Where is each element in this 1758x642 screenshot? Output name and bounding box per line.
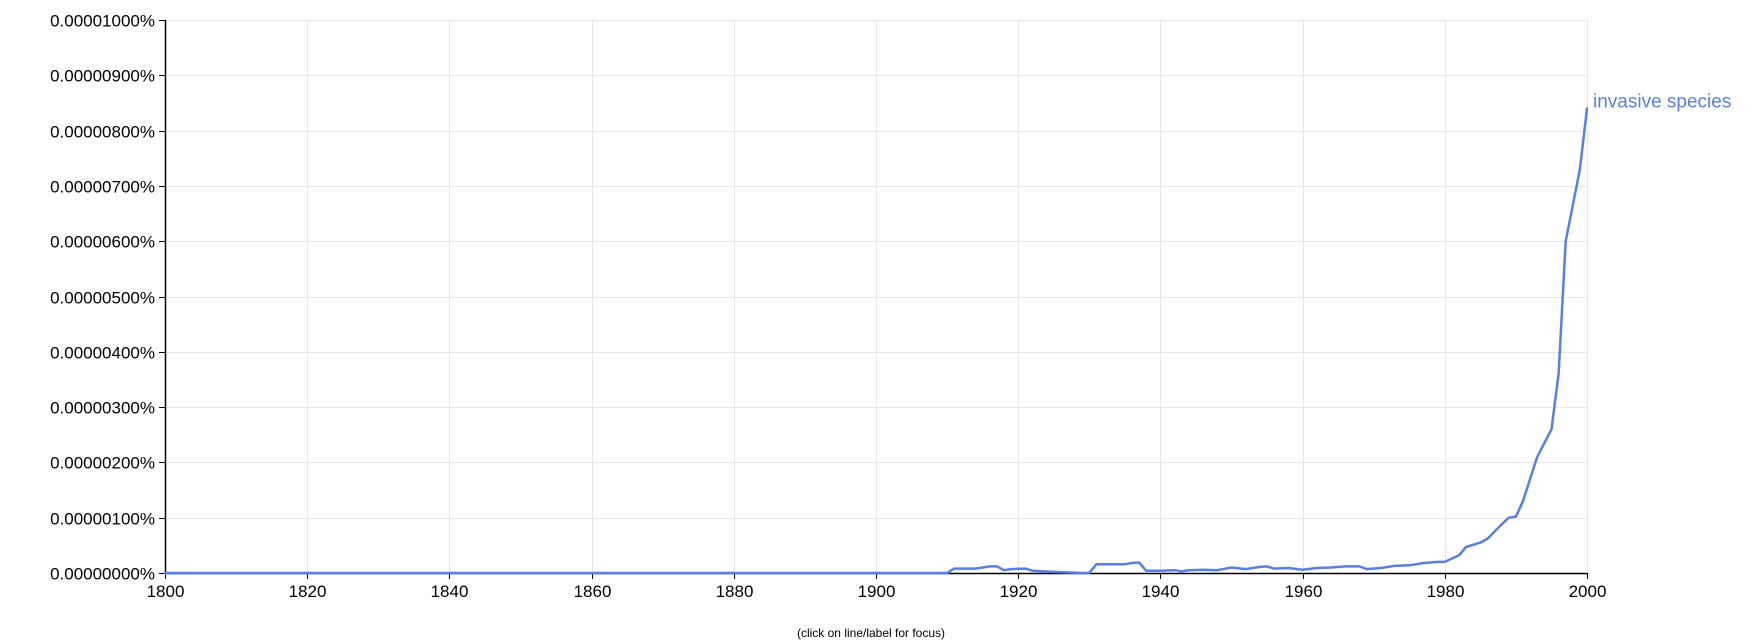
x-tick-label: 1860: [574, 582, 612, 601]
focus-hint-text: (click on line/label for focus): [797, 626, 945, 640]
series-line[interactable]: [163, 107, 1589, 575]
y-tick-label: 0.00000800%: [50, 123, 155, 142]
y-tick-label: 0.00000400%: [50, 344, 155, 363]
x-tick-label: 1940: [1142, 582, 1180, 601]
x-tick-label: 1820: [289, 582, 327, 601]
x-tick-label: 1840: [431, 582, 469, 601]
x-tick-label: 1880: [716, 582, 754, 601]
y-tick-label: 0.00000300%: [50, 399, 155, 418]
x-tick-label: 2000: [1569, 582, 1607, 601]
y-tick-label: 0.00000900%: [50, 67, 155, 86]
series-labels[interactable]: invasive species: [1593, 91, 1731, 112]
y-tick-label: 0.00000700%: [50, 178, 155, 197]
series-label[interactable]: invasive species: [1593, 91, 1731, 112]
y-tick-label: 0.00000600%: [50, 233, 155, 252]
gridlines: [165, 20, 1588, 573]
y-tick-label: 0.00000000%: [50, 565, 155, 584]
x-tick-label: 1900: [858, 582, 896, 601]
x-tick-label: 1960: [1285, 582, 1323, 601]
x-tick-label: 1920: [1000, 582, 1038, 601]
series-lines[interactable]: [163, 107, 1589, 575]
y-tick-label: 0.00000200%: [50, 454, 155, 473]
axes: [159, 20, 1588, 579]
x-tick-label: 1980: [1427, 582, 1465, 601]
x-tick-labels: 1800 1820 1840 1860 1880 1900 1920 1940 1960 1980…: [147, 582, 1607, 601]
y-tick-label: 0.00001000%: [50, 12, 155, 31]
x-tick-label: 1800: [147, 582, 185, 601]
y-tick-labels: 0.00000000% 0.00000100% 0.00000200% 0.00000…: [50, 12, 155, 584]
y-tick-label: 0.00000100%: [50, 510, 155, 529]
y-tick-label: 0.00000500%: [50, 289, 155, 308]
